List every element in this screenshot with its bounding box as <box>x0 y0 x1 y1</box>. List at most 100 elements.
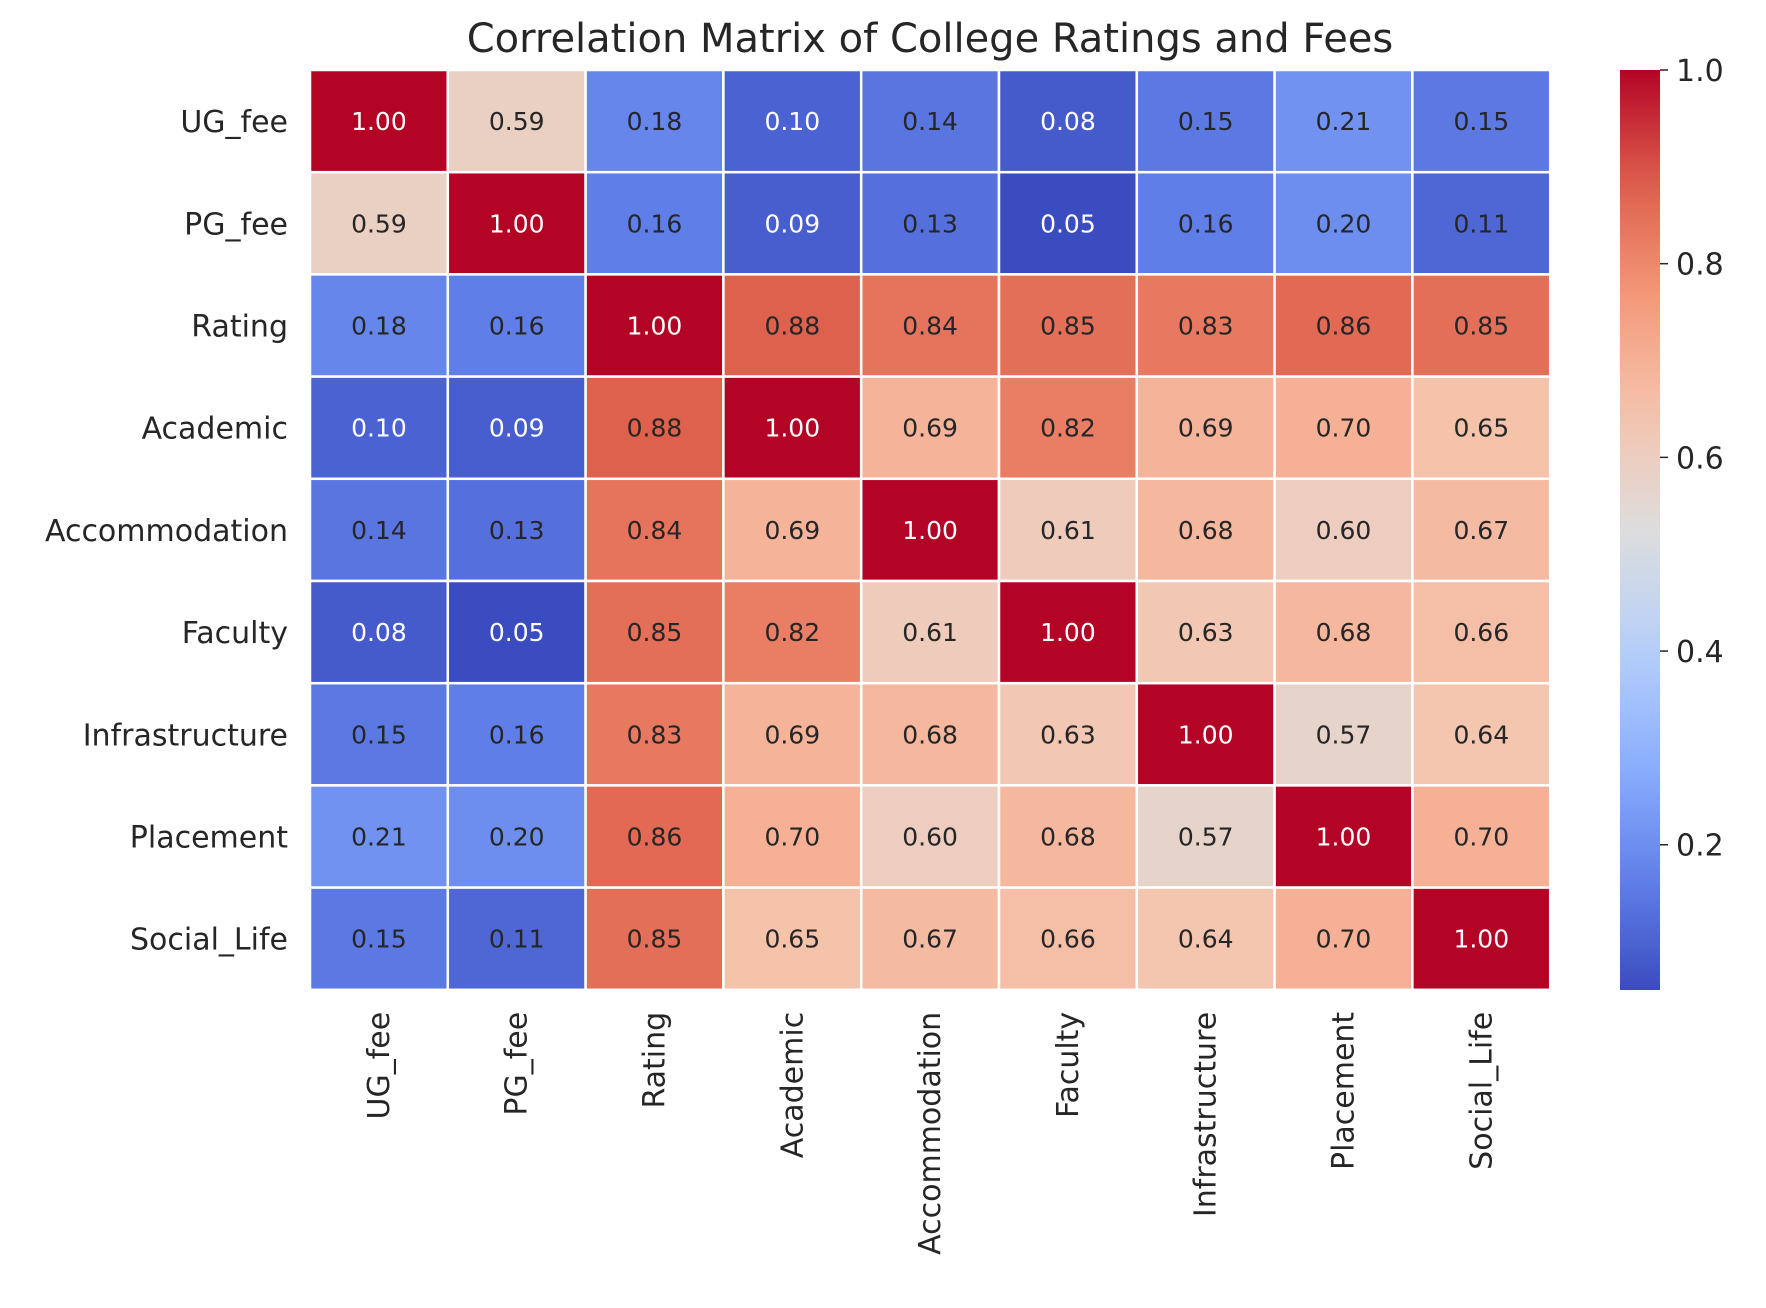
heatmap-cell-value: 0.15 <box>1453 107 1509 136</box>
heatmap-cell-value: 0.88 <box>764 312 820 341</box>
heatmap-cell-Social_Life-Faculty <box>997 886 1139 992</box>
column-label: Accommodation <box>913 1012 948 1255</box>
heatmap-cell-Faculty-PG_fee <box>446 579 587 685</box>
heatmap-cell-value: 0.85 <box>1040 312 1096 341</box>
heatmap-cell-value: 0.11 <box>489 925 545 954</box>
heatmap-cell-value: 1.00 <box>902 516 958 545</box>
heatmap-cell-value: 0.84 <box>902 312 958 341</box>
heatmap-cells <box>308 68 1552 992</box>
heatmap-cell-value: 0.84 <box>627 516 683 545</box>
column-label: Rating <box>638 1012 673 1109</box>
heatmap-cell-Faculty-Accommodation <box>859 579 1001 685</box>
heatmap-cell-Rating-Accommodation <box>859 273 1001 378</box>
heatmap-cell-Faculty-Academic <box>722 579 863 685</box>
row-label: Accommodation <box>45 514 288 549</box>
heatmap-cell-value: 0.16 <box>627 209 683 238</box>
heatmap-cell-value: 0.70 <box>1453 823 1509 852</box>
colorbar-tick-label: 1.0 <box>1676 54 1724 89</box>
chart-title: Correlation Matrix of College Ratings an… <box>467 16 1394 62</box>
column-label: Placement <box>1327 1012 1362 1170</box>
row-label: Academic <box>142 412 288 447</box>
column-label: Social_Life <box>1464 1012 1499 1170</box>
heatmap-cell-Infrastructure-Accommodation <box>859 681 1001 787</box>
heatmap-cell-Rating-Social_Life <box>1411 273 1552 378</box>
heatmap-cell-Faculty-UG_fee <box>308 579 450 685</box>
heatmap-cell-Social_Life-Academic <box>722 886 863 992</box>
heatmap-cell-value: 0.83 <box>1178 312 1234 341</box>
heatmap-cell-value: 0.82 <box>764 618 820 647</box>
heatmap-cell-value: 0.69 <box>1178 414 1234 443</box>
heatmap-cell-value: 0.11 <box>1453 209 1509 238</box>
row-label: UG_fee <box>180 105 288 140</box>
heatmap-cell-value: 1.00 <box>489 209 545 238</box>
heatmap-cell-Placement-Social_Life <box>1411 784 1552 889</box>
heatmap-cell-value: 0.68 <box>902 720 958 749</box>
heatmap-cell-Placement-Academic <box>722 784 863 889</box>
heatmap-cell-value: 0.68 <box>1178 516 1234 545</box>
heatmap-cell-Accommodation-Social_Life <box>1411 477 1552 583</box>
heatmap-cell-value: 0.14 <box>902 107 958 136</box>
heatmap-cell-PG_fee-UG_fee <box>308 170 450 276</box>
heatmap-cell-value: 0.16 <box>489 312 545 341</box>
heatmap-cell-value: 0.20 <box>1316 209 1372 238</box>
heatmap-cell-value: 0.86 <box>1316 312 1372 341</box>
heatmap-cell-PG_fee-Accommodation <box>859 170 1001 276</box>
heatmap-cell-Faculty-Placement <box>1273 579 1414 685</box>
heatmap-cell-value: 1.00 <box>764 414 820 443</box>
heatmap-cell-value: 0.21 <box>351 823 407 852</box>
heatmap-cell-value: 1.00 <box>1453 925 1509 954</box>
heatmap-cell-labels: 1.00 0.59 0.18 0.10 0.14 0.08 0.15 0.21 0.15 0.59… <box>351 107 1509 954</box>
heatmap-cell-value: 0.63 <box>1178 618 1234 647</box>
heatmap-cell-value: 0.18 <box>351 312 407 341</box>
column-labels: UG_fee PG_fee Rating Academic Accommodation F… <box>362 1012 1499 1255</box>
heatmap-cell-value: 0.09 <box>489 414 545 443</box>
heatmap-cell-value: 0.60 <box>1316 516 1372 545</box>
heatmap-cell-value: 0.05 <box>1040 209 1096 238</box>
heatmap-cell-value: 0.65 <box>1453 414 1509 443</box>
colorbar-tick-label: 0.6 <box>1676 441 1724 476</box>
row-label: Placement <box>130 821 288 856</box>
heatmap-cell-Accommodation-Rating <box>584 477 725 583</box>
heatmap-cell-value: 0.85 <box>627 925 683 954</box>
heatmap-cell-value: 0.83 <box>627 720 683 749</box>
heatmap-cell-value: 0.60 <box>902 823 958 852</box>
row-label: Faculty <box>182 616 288 651</box>
heatmap-cell-value: 0.67 <box>1453 516 1509 545</box>
heatmap-cell-value: 1.00 <box>1178 720 1234 749</box>
heatmap-cell-PG_fee-Social_Life <box>1411 170 1552 276</box>
heatmap-cell-Academic-Academic <box>722 375 863 481</box>
heatmap-cell-value: 0.67 <box>902 925 958 954</box>
heatmap-cell-Faculty-Rating <box>584 579 725 685</box>
colorbar-gradient <box>1620 70 1660 990</box>
heatmap-cell-Faculty-Faculty <box>997 579 1139 685</box>
heatmap-cell-Placement-Faculty <box>997 784 1139 889</box>
heatmap-cell-value: 0.61 <box>1040 516 1096 545</box>
heatmap-cell-Infrastructure-UG_fee <box>308 681 450 787</box>
heatmap-cell-Academic-Social_Life <box>1411 375 1552 481</box>
heatmap-cell-value: 0.69 <box>764 516 820 545</box>
heatmap-cell-PG_fee-Placement <box>1273 170 1414 276</box>
heatmap-cell-value: 0.08 <box>1040 107 1096 136</box>
heatmap-cell-value: 0.15 <box>1178 107 1234 136</box>
heatmap-cell-Accommodation-Infrastructure <box>1135 477 1276 583</box>
heatmap-cell-UG_fee-PG_fee <box>446 68 587 174</box>
heatmap-cell-Placement-Infrastructure <box>1135 784 1276 889</box>
heatmap-cell-UG_fee-Rating <box>584 68 725 174</box>
colorbar-tick-label: 0.2 <box>1676 829 1724 864</box>
heatmap-cell-Placement-Rating <box>584 784 725 889</box>
heatmap-cell-Accommodation-UG_fee <box>308 477 450 583</box>
row-labels: UG_fee PG_fee Rating Academic Accommodation F… <box>45 105 288 958</box>
heatmap-cell-value: 0.57 <box>1316 720 1372 749</box>
heatmap-cell-Faculty-Social_Life <box>1411 579 1552 685</box>
row-label: Rating <box>191 310 288 345</box>
heatmap-cell-PG_fee-Rating <box>584 170 725 276</box>
heatmap-cell-value: 0.66 <box>1453 618 1509 647</box>
column-label: Faculty <box>1051 1012 1086 1118</box>
heatmap-cell-Social_Life-Accommodation <box>859 886 1001 992</box>
colorbar-tick-label: 0.4 <box>1676 635 1724 670</box>
heatmap-cell-Social_Life-Infrastructure <box>1135 886 1276 992</box>
heatmap-cell-Social_Life-UG_fee <box>308 886 450 992</box>
heatmap-cell-Infrastructure-Infrastructure <box>1135 681 1276 787</box>
heatmap-cell-value: 0.57 <box>1178 823 1234 852</box>
